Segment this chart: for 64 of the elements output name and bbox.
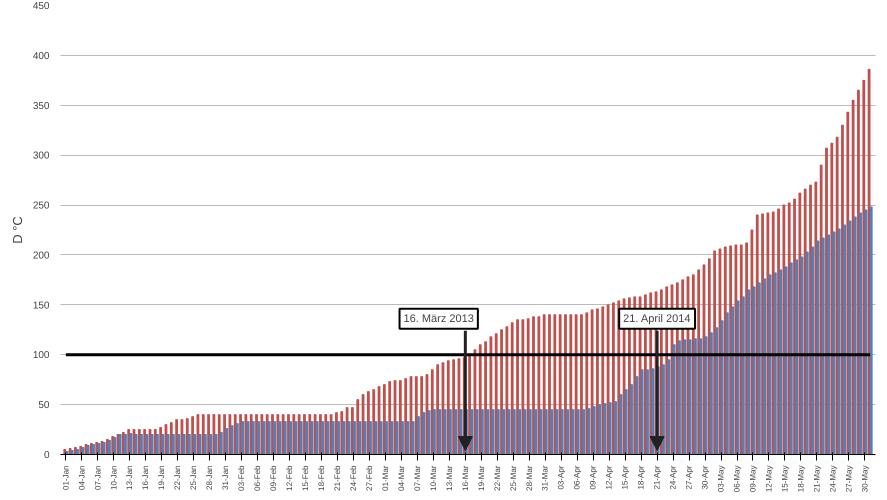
x-tick-label: 13-Jan [125, 465, 134, 490]
x-tick-label: 27-Feb [364, 464, 374, 491]
y-tick-label: 300 [32, 150, 50, 162]
x-tick-label: 03-Feb [237, 464, 246, 491]
x-tick-label: 13-Mar [444, 465, 454, 491]
y-tick-label: 150 [32, 300, 50, 312]
x-tick-label: 22-Mar [492, 465, 502, 491]
x-tick-label: 18-Feb [317, 464, 326, 491]
x-tick-label: 28-Mar [524, 465, 534, 491]
x-tick-label: 10-Mar [428, 465, 438, 491]
x-tick-label: 06-Feb [253, 464, 262, 491]
x-tick-label: 12-May [764, 465, 774, 492]
x-tick-label: 28-Jan [205, 465, 214, 490]
annotation: 16. März 2013 [404, 312, 474, 325]
x-tick-label: 27-May [844, 465, 854, 492]
y-tick-label: 200 [32, 250, 50, 262]
x-tick-label: 19-Jan [157, 465, 166, 490]
y-tick-label: 400 [32, 50, 50, 62]
x-tick-label: 21-May [812, 465, 822, 492]
x-tick-label: 15-Apr [620, 465, 630, 490]
x-tick-label: 21-Feb [332, 464, 342, 491]
x-tick-label: 01-Mar [380, 465, 390, 491]
x-tick-label: 04-Mar [396, 465, 406, 491]
x-tick-label: 07-Jan [93, 465, 102, 490]
y-tick-label: 100 [32, 350, 50, 362]
x-tick-label: 22-Jan [173, 465, 182, 490]
y-axis-title: D °C [10, 216, 25, 244]
y-tick-label: 350 [32, 100, 50, 112]
x-tick-label: 30-Apr [700, 465, 710, 490]
x-tick-label: 24-May [828, 465, 838, 492]
x-tick-label: 10-Jan [109, 465, 118, 490]
x-tick-label: 24-Feb [348, 464, 358, 491]
x-tick-label: 30-May [860, 465, 870, 492]
x-tick-label: 31-Jan [221, 465, 230, 490]
y-tick-label: 0 [44, 450, 50, 461]
x-tick-label: 01-Jan [61, 465, 70, 490]
x-tick-label: 27-Apr [684, 465, 694, 490]
x-tick-label: 09-Apr [588, 465, 598, 490]
x-tick-label: 25-Mar [508, 465, 518, 491]
x-tick-label: 09-May [748, 465, 758, 492]
x-tick-label: 06-May [732, 465, 742, 492]
x-tick-label: 16-Jan [141, 465, 150, 490]
y-tick-label: 250 [32, 200, 50, 212]
x-tick-label: 03-Apr [556, 465, 566, 490]
y-tick-label: 450 [32, 1, 50, 12]
x-tick-label: 03-May [716, 465, 726, 492]
x-tick-label: 25-Jan [189, 465, 198, 490]
annotation: 21. April 2014 [623, 312, 690, 325]
x-tick-label: 19-Mar [476, 465, 486, 491]
x-tick-label: 24-Apr [668, 465, 678, 490]
x-tick-label: 15-Feb [301, 464, 310, 491]
x-tick-label: 16-Mar [460, 465, 470, 491]
x-tick-label: 15-May [780, 465, 790, 492]
x-tick-label: 18-Apr [636, 465, 646, 490]
x-tick-label: 09-Feb [269, 464, 278, 491]
x-tick-label: 06-Apr [572, 465, 582, 490]
x-tick-label: 12-Apr [604, 465, 614, 490]
x-tick-label: 04-Jan [77, 465, 86, 490]
x-tick-label: 21-Apr [652, 465, 662, 490]
x-tick-label: 12-Feb [285, 464, 294, 491]
y-tick-label: 50 [38, 400, 50, 412]
x-tick-label: 18-May [796, 465, 806, 492]
x-tick-label: 31-Mar [540, 465, 550, 491]
x-tick-label: 07-Mar [412, 465, 422, 491]
